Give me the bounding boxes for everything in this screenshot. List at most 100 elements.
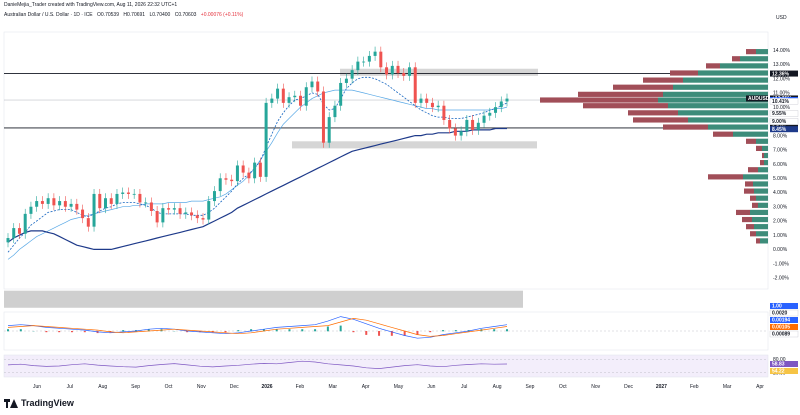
volume-profile-up-27 [760,238,768,244]
price-tag-label: 12.36% [772,71,790,77]
x-tick-label: Feb [296,384,305,390]
candle-body-40 [235,165,239,182]
candle-body-33 [195,215,199,219]
candle-body-25 [149,202,153,212]
rsi-tick-label: 80.00 [773,357,786,363]
chart-caption: DanieMejia_Trader created with TradingVi… [4,2,178,8]
macd-tag [770,324,798,330]
volume-profile-down-17 [748,167,758,173]
volume-profile-up-17 [758,167,768,173]
volume-profile-up-11 [708,124,768,130]
macd-histogram-bar [250,329,253,332]
y-tick-label: 11.00% [773,91,790,97]
volume-profile-down-27 [756,238,760,244]
volume-profile-up-25 [754,224,768,230]
volume-profile-up-2 [720,63,768,69]
rsi-tag [770,368,798,374]
candle-body-0 [6,238,10,243]
macd-tag-label: 1.00 [772,304,782,310]
volume-profile-down-18 [708,174,743,180]
x-tick-label: Mar [328,384,337,390]
x-tick-label: 2027 [656,384,667,390]
candle-body-69 [402,72,406,76]
candle-body-30 [178,208,182,214]
y-tick-label: 12.00% [773,76,791,82]
macd-histogram-bar [19,329,22,332]
volume-profile-down-10 [633,117,688,123]
macd-tag [770,303,798,309]
high-value: H0.70691 [123,12,146,18]
rsi-pane [3,354,769,378]
volume-profile-up-7 [658,97,768,103]
candle-body-41 [241,165,245,173]
candle-body-9 [58,201,62,206]
macd-histogram-bar [45,331,48,333]
macd-histogram-bar [122,330,125,332]
candle-body-17 [104,198,108,209]
volume-profile-up-26 [756,231,768,237]
volume-profile-up-5 [673,84,768,90]
x-tick-label: Nov [197,384,206,390]
candle-body-2 [17,228,21,234]
macd-tag-label: 0.00105 [772,325,790,331]
candle-body-46 [270,98,274,103]
x-tick-label: Apr [362,384,370,390]
instrument-legend: Australian Dollar / U.S. Dollar · 1D · I… [4,12,246,18]
rsi-tag-label: 54.22 [772,369,785,375]
volume-profile-down-24 [742,216,752,223]
candle-body-85 [494,107,498,113]
symbol-tag [746,95,768,102]
candle-body-68 [396,65,400,73]
price-tag [770,70,798,77]
macd-histogram-bar [429,331,432,333]
volume-profile-down-11 [663,124,708,130]
volume-profile-down-2 [706,63,720,69]
x-tick-label: Apr [756,384,764,390]
candle-body-19 [115,193,119,204]
candle-body-74 [430,102,434,108]
y-tick-label: 5.00% [773,176,788,182]
volume-profile-down-23 [736,209,750,216]
candle-body-26 [155,211,159,223]
candle-body-58 [339,82,343,106]
rsi-tag [770,361,798,367]
candle-body-20 [121,192,125,194]
x-tick-label: Oct [165,384,173,390]
candle-body-86 [499,101,503,108]
moving-average-3 [7,127,507,250]
price-tag-label: 8.45% [772,127,787,133]
macd-histogram-bar [339,325,342,332]
macd-histogram-bar [7,329,9,332]
volume-profile-up-19 [753,181,768,187]
candle-body-29 [172,208,176,210]
y-tick-label: -2.00% [773,276,789,282]
macd-histogram-bar [83,331,86,333]
candle-body-38 [224,178,228,180]
x-tick-label: Nov [591,384,600,390]
volume-profile-down-1 [732,56,740,62]
x-tick-label: Dec [624,384,633,390]
volume-profile-down-5 [613,84,673,90]
tradingview-logo-icon [4,398,18,408]
macd-histogram-bar [288,329,291,332]
candle-body-6 [40,201,44,204]
candle-body-35 [207,201,211,220]
rsi-tag-label: 58.83 [772,362,785,368]
macd-tag-label: 0.00089 [772,332,790,338]
volume-profile-down-3 [670,70,698,76]
candle-body-36 [212,191,216,202]
candle-body-76 [442,105,446,120]
candle-body-64 [373,51,377,56]
candle-body-27 [161,208,165,223]
macd-histogram-bar [454,330,457,332]
supply-zone [340,68,538,76]
volume-profile-up-15 [764,152,768,159]
demand-zone [292,141,537,149]
volume-profile-up-16 [764,160,768,166]
instrument-title: Australian Dollar / U.S. Dollar · 1D · I… [4,12,93,18]
y-tick-label: 1.00% [773,233,788,239]
price-tag-label: 9.55% [772,111,787,117]
candle-body-50 [293,95,297,98]
candle-body-3 [23,213,27,234]
